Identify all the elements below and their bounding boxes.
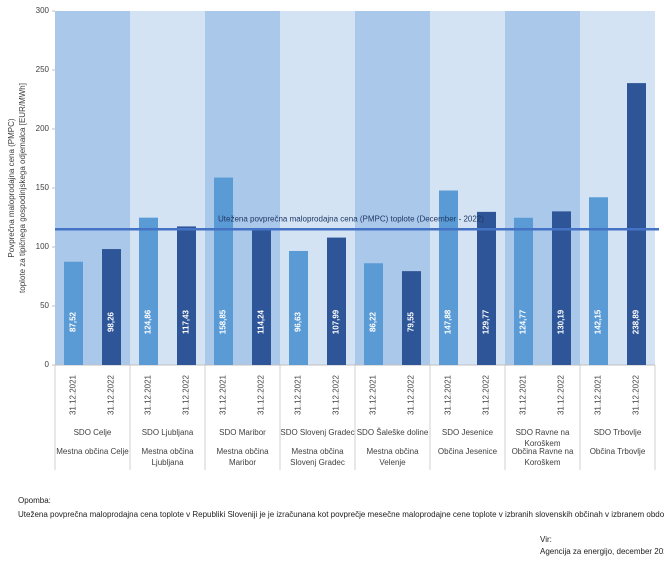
y-tick-label: 200: [36, 124, 50, 133]
bar: [214, 177, 233, 365]
y-axis-label: Povprečna maloprodajna cena (PMPC): [7, 118, 16, 258]
group-label: SDO Ravne na Koroškem: [515, 428, 570, 448]
x-tick-label: 31.12.2021: [519, 374, 528, 415]
x-tick-label: 31.12.2021: [144, 374, 153, 415]
subgroup-label: Občina Jesenice: [437, 447, 498, 456]
bar: [252, 230, 271, 365]
x-tick-label: 31.12.2021: [69, 374, 78, 415]
value-label: 79,55: [407, 311, 416, 332]
value-label: 117,43: [182, 309, 191, 334]
y-axis-label: toplote za tipičnega gospodinjskega odje…: [18, 83, 27, 293]
bar: [64, 261, 83, 365]
bar: [477, 211, 496, 365]
value-label: 129,77: [482, 309, 491, 334]
value-label: 238,89: [632, 309, 641, 334]
value-label: 142,15: [594, 309, 603, 334]
subgroup-label: Občina Trbovlje: [589, 447, 646, 456]
group-label: SDO Maribor: [219, 428, 266, 437]
y-tick-label: 150: [36, 183, 50, 192]
subgroup-label: Mestna občina Celje: [56, 447, 129, 456]
value-label: 98,26: [107, 311, 116, 332]
y-tick-label: 0: [45, 360, 50, 369]
bar: [514, 217, 533, 365]
x-tick-label: 31.12.2022: [407, 374, 416, 415]
x-tick-label: 31.12.2021: [219, 374, 228, 415]
x-tick-label: 31.12.2022: [182, 374, 191, 415]
note-text: Utežena povprečna maloprodajna cena topl…: [18, 510, 664, 519]
bar: [439, 190, 458, 365]
x-tick-label: 31.12.2021: [369, 374, 378, 415]
value-label: 124,77: [519, 309, 528, 334]
group-label: SDO Ljubljana: [141, 428, 194, 437]
bar: [589, 197, 608, 365]
chart: 0 50 100 150 200 250 300 Povprečna maloprodajna…: [7, 6, 659, 470]
group-label: SDO Jesenice: [441, 428, 494, 437]
value-label: 147,88: [444, 309, 453, 334]
x-tick-label: 31.12.2022: [632, 374, 641, 415]
x-tick-label: 31.12.2021: [294, 374, 303, 415]
value-label: 86,22: [369, 311, 378, 332]
bar: [327, 237, 346, 365]
group-label: SDO Celje: [73, 428, 112, 437]
y-tick-label: 50: [40, 301, 49, 310]
value-label: 114,24: [257, 309, 266, 334]
bar: [402, 271, 421, 365]
x-tick-label: 31.12.2022: [257, 374, 266, 415]
subgroup-label: Mestna občina Maribor: [216, 447, 269, 467]
bar: [139, 217, 158, 365]
value-label: 130,19: [557, 309, 566, 334]
reference-label: Utežena povprečna maloprodajna cena (PMP…: [218, 214, 484, 223]
subgroup-label: Mestna občina Velenje: [366, 447, 419, 467]
subgroup-label: Mestna občina Slovenj Gradec: [290, 447, 345, 467]
value-label: 96,63: [294, 311, 303, 332]
y-tick-label: 250: [36, 65, 50, 74]
subgroup-label: Občina Ravne na Koroškem: [511, 447, 574, 467]
x-tick-label: 31.12.2022: [557, 374, 566, 415]
source-heading: Vir:: [540, 535, 552, 544]
x-tick-label: 31.12.2022: [332, 374, 341, 415]
x-tick-label: 31.12.2022: [107, 374, 116, 415]
x-tick-label: 31.12.2021: [444, 374, 453, 415]
value-label: 158,85: [219, 309, 228, 334]
note-heading: Opomba:: [18, 496, 51, 505]
source: Agencija za energijo, december 2022: [540, 547, 664, 556]
bar: [289, 250, 308, 365]
value-label: 87,52: [69, 311, 78, 332]
subgroup-label: Mestna občina Ljubljana: [141, 447, 194, 467]
group-label: SDO Šaleške doline: [356, 428, 429, 437]
bar: [177, 226, 196, 365]
bar: [627, 83, 646, 365]
bar: [102, 249, 121, 365]
y-tick-label: 100: [36, 242, 50, 251]
x-tick-label: 31.12.2022: [482, 374, 491, 415]
bar: [364, 263, 383, 365]
y-tick-label: 300: [36, 6, 50, 15]
value-label: 124,86: [144, 309, 153, 334]
value-label: 107,99: [332, 309, 341, 334]
group-label: SDO Trbovlje: [593, 428, 642, 437]
bar: [552, 211, 571, 365]
x-tick-label: 31.12.2021: [594, 374, 603, 415]
group-label: SDO Slovenj Gradec: [280, 428, 355, 437]
